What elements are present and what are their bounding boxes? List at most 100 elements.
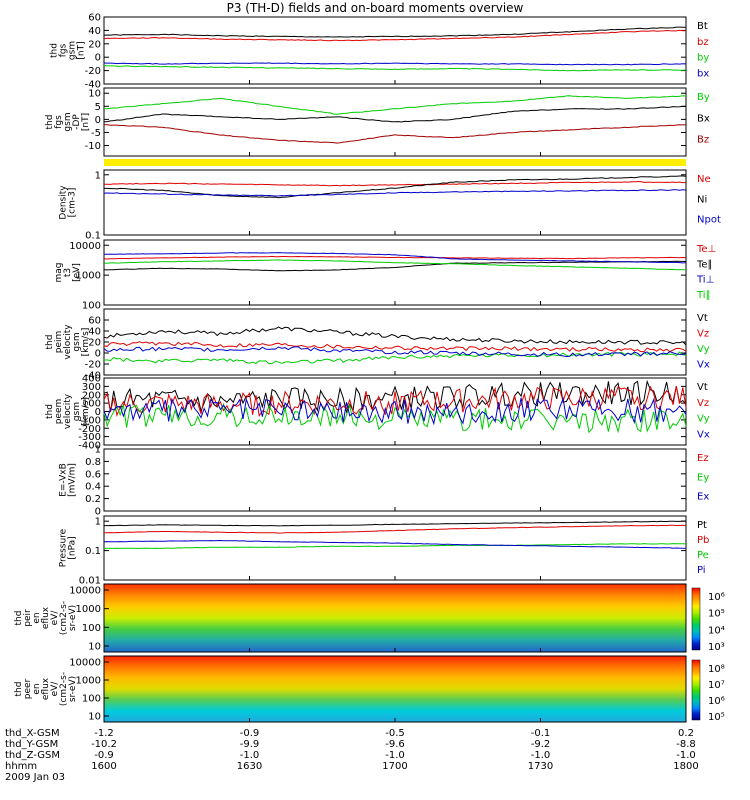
y-axis-label-velocity_gsm: thdpeimvelocitygsm[km/s] <box>45 324 91 360</box>
legend-Vy: Vy <box>697 344 710 355</box>
y-tick-label: 100 <box>82 623 101 634</box>
colorbar-tick-label: 10⁸ <box>708 664 725 675</box>
ephemeris-value: 1800 <box>673 761 698 772</box>
series-pressure-Pi <box>103 539 687 549</box>
y-axis-label-density: Density[cm-3] <box>59 185 78 220</box>
series-density-Ni <box>104 175 687 199</box>
spectrogram-image <box>104 656 686 722</box>
ephemeris-label-hhmm: hhmm <box>5 761 37 772</box>
y-tick-label: 100 <box>82 694 101 705</box>
legend-Vt: Vt <box>697 313 708 324</box>
legend-Pi: Pi <box>697 565 706 576</box>
ephemeris-value: -0.9 <box>240 728 260 739</box>
ephemeris-value: 1700 <box>382 761 407 772</box>
legend-Ez: Ez <box>697 453 709 464</box>
series-fgs_gsm-bx <box>103 62 687 66</box>
colorbar-tick-label: 10⁷ <box>708 680 725 691</box>
legend-Te∥: Te∥ <box>696 259 713 270</box>
series-velocity_gsm-Vz <box>103 341 687 353</box>
colorbar <box>691 587 701 651</box>
y-tick-label: 0.8 <box>85 457 101 468</box>
legend-Vt: Vt <box>697 382 708 393</box>
series-velocity_gsm-Vx <box>103 346 687 358</box>
y-tick-label: 1 <box>95 170 101 181</box>
y-tick-label: 0.4 <box>85 482 101 493</box>
y-tick-label: 0.01 <box>79 576 101 587</box>
panel-temp <box>103 239 687 306</box>
colorbar-tick-label: 10⁵ <box>708 609 725 620</box>
y-axis-label-peer: thdpeerenefluxeV/(cm2-s-sr-eV) <box>14 672 78 706</box>
y-tick-label: 1000 <box>76 604 101 615</box>
y-tick-label: 0.1 <box>85 231 101 242</box>
legend-Te⊥: Te⊥ <box>696 244 716 255</box>
y-tick-label: -200 <box>78 424 101 435</box>
y-tick-label: 0 <box>95 407 101 418</box>
y-tick-label: -40 <box>85 371 101 382</box>
colorbar-tick-label: 10⁵ <box>708 712 725 723</box>
series-fgs_gsm_dp-Bx <box>103 105 687 123</box>
y-axis-label-velocity_gsm2: thdpeemvelocitygsm[km/s] <box>45 393 91 429</box>
ephemeris-value: -0.9 <box>94 750 114 761</box>
panel-velocity_gsm <box>103 308 687 376</box>
y-tick-label: -20 <box>85 66 101 77</box>
legend-bz: bz <box>697 37 709 48</box>
y-tick-label: 10 <box>88 89 101 100</box>
legend-Vz: Vz <box>697 398 709 409</box>
ephemeris-value: 0.2 <box>678 728 694 739</box>
panel-pressure <box>103 515 687 581</box>
colorbar-tick-label: 10⁶ <box>708 696 725 707</box>
panel-density <box>103 169 687 236</box>
ephemeris-value: 1730 <box>528 761 553 772</box>
y-tick-label: -100 <box>78 415 101 426</box>
series-pressure-Pe <box>104 543 687 549</box>
ephemeris-label-thd_X-GSM: thd_X-GSM <box>5 728 60 739</box>
y-tick-label: 10 <box>88 642 101 653</box>
y-tick-label: 5 <box>95 102 101 113</box>
ephemeris-value: 1600 <box>91 761 116 772</box>
series-velocity_gsm-Vy <box>103 351 687 365</box>
y-tick-label: 0.2 <box>85 494 101 505</box>
legend-By: By <box>697 92 710 103</box>
ephemeris-value: -1.0 <box>531 750 551 761</box>
series-temp-Ti∥ <box>103 259 687 271</box>
legend-Bz: Bz <box>697 135 709 146</box>
series-temp-Te∥ <box>103 260 687 272</box>
ephemeris-value: -9.2 <box>531 739 551 750</box>
y-tick-label: 1 <box>95 445 101 456</box>
series-temp-Te⊥ <box>103 255 687 260</box>
y-tick-label: 20 <box>88 338 101 349</box>
y-tick-label: 10000 <box>69 586 101 597</box>
legend-Ti⊥: Ti⊥ <box>696 275 714 286</box>
y-axis-label-fgs_gsm_dp: thdfgsgsm-DP[nT] <box>45 112 91 131</box>
y-tick-label: 20 <box>88 39 101 50</box>
y-tick-label: 200 <box>82 390 101 401</box>
y-tick-label: 0 <box>95 507 101 518</box>
y-axis-label-fgs_gsm: thdfgsgsm[nT] <box>50 41 87 60</box>
panel-efield <box>103 448 687 512</box>
ephemeris-value: -0.5 <box>385 728 405 739</box>
legend-Ex: Ex <box>697 492 709 503</box>
y-tick-label: 1000 <box>76 271 101 282</box>
ephemeris-value: -0.1 <box>531 728 551 739</box>
y-tick-label: 100 <box>82 399 101 410</box>
date-label: 2009 Jan 03 <box>5 772 65 783</box>
y-tick-label: -400 <box>78 441 101 452</box>
y-tick-label: 1000 <box>76 676 101 687</box>
ephemeris-value: -1.0 <box>385 750 405 761</box>
colorbar-tick-label: 10³ <box>708 642 725 653</box>
series-fgs_gsm-Bt <box>103 26 687 38</box>
y-tick-label: 0.1 <box>85 546 101 557</box>
y-tick-label: 100 <box>82 301 101 312</box>
y-tick-label: 0 <box>95 349 101 360</box>
series-velocity_gsm2-Vz <box>103 385 687 418</box>
y-tick-label: 400 <box>82 374 101 385</box>
series-fgs_gsm-by <box>103 65 687 72</box>
y-axis-label-peir: thdpeirenefluxeV/(cm2-s-sr-eV) <box>14 601 78 635</box>
figure-title: P3 (TH-D) fields and on-board moments ov… <box>226 1 524 15</box>
ephemeris-value: -1.0 <box>240 750 260 761</box>
y-tick-label: 60 <box>88 13 101 24</box>
panel-frame <box>103 448 687 512</box>
y-tick-label: -5 <box>91 128 101 139</box>
panel-velocity_gsm2 <box>103 377 687 446</box>
legend-Pb: Pb <box>697 535 709 546</box>
